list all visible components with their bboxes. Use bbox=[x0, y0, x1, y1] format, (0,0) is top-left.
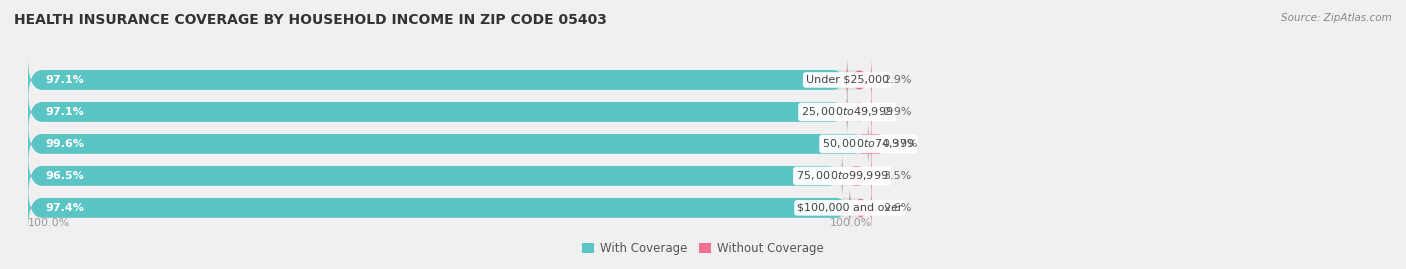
Text: Source: ZipAtlas.com: Source: ZipAtlas.com bbox=[1281, 13, 1392, 23]
FancyBboxPatch shape bbox=[842, 154, 872, 198]
Text: 99.6%: 99.6% bbox=[45, 139, 84, 149]
FancyBboxPatch shape bbox=[858, 122, 883, 166]
Text: 97.1%: 97.1% bbox=[45, 107, 84, 117]
FancyBboxPatch shape bbox=[28, 58, 848, 102]
Text: HEALTH INSURANCE COVERAGE BY HOUSEHOLD INCOME IN ZIP CODE 05403: HEALTH INSURANCE COVERAGE BY HOUSEHOLD I… bbox=[14, 13, 607, 27]
Text: 0.37%: 0.37% bbox=[883, 139, 918, 149]
FancyBboxPatch shape bbox=[28, 154, 872, 198]
Text: $100,000 and over: $100,000 and over bbox=[797, 203, 903, 213]
Text: $50,000 to $74,999: $50,000 to $74,999 bbox=[823, 137, 914, 150]
FancyBboxPatch shape bbox=[28, 186, 872, 230]
Text: 3.5%: 3.5% bbox=[883, 171, 911, 181]
Text: 2.9%: 2.9% bbox=[883, 107, 911, 117]
FancyBboxPatch shape bbox=[848, 58, 872, 102]
Text: 2.9%: 2.9% bbox=[883, 75, 911, 85]
FancyBboxPatch shape bbox=[28, 58, 872, 102]
Text: $75,000 to $99,999: $75,000 to $99,999 bbox=[796, 169, 889, 182]
Text: Under $25,000: Under $25,000 bbox=[806, 75, 889, 85]
Text: 97.4%: 97.4% bbox=[45, 203, 84, 213]
Text: 97.1%: 97.1% bbox=[45, 75, 84, 85]
Text: $25,000 to $49,999: $25,000 to $49,999 bbox=[801, 105, 893, 118]
FancyBboxPatch shape bbox=[28, 122, 869, 166]
FancyBboxPatch shape bbox=[28, 186, 849, 230]
FancyBboxPatch shape bbox=[848, 90, 872, 134]
Text: 2.6%: 2.6% bbox=[883, 203, 911, 213]
Text: 96.5%: 96.5% bbox=[45, 171, 84, 181]
Legend: With Coverage, Without Coverage: With Coverage, Without Coverage bbox=[578, 238, 828, 260]
FancyBboxPatch shape bbox=[28, 90, 872, 134]
FancyBboxPatch shape bbox=[28, 122, 872, 166]
Text: 100.0%: 100.0% bbox=[28, 218, 70, 228]
FancyBboxPatch shape bbox=[28, 154, 842, 198]
FancyBboxPatch shape bbox=[849, 186, 872, 230]
Text: 100.0%: 100.0% bbox=[830, 218, 872, 228]
FancyBboxPatch shape bbox=[28, 90, 848, 134]
